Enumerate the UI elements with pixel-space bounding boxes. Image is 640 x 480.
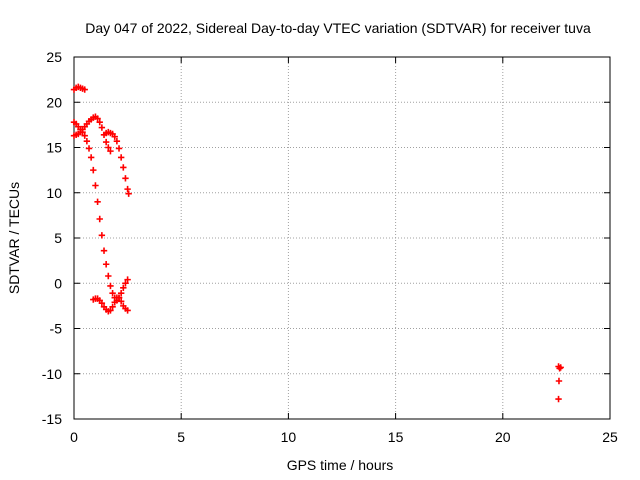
- data-point: [555, 377, 563, 385]
- x-tick-label: 20: [495, 429, 511, 445]
- data-point: [122, 175, 129, 182]
- data-point: [122, 280, 129, 287]
- data-point: [120, 284, 127, 291]
- chart-title: Day 047 of 2022, Sidereal Day-to-day VTE…: [85, 20, 591, 36]
- y-tick-label: -5: [50, 321, 63, 337]
- data-point: [85, 145, 93, 152]
- data-point: [111, 133, 118, 140]
- data-point: [117, 154, 125, 161]
- data-point: [107, 307, 114, 314]
- y-axis-label: SDTVAR / TECUs: [6, 182, 22, 294]
- data-point: [81, 86, 88, 93]
- x-axis-label: GPS time / hours: [287, 457, 394, 473]
- data-point: [120, 164, 127, 171]
- y-tick-label: -10: [42, 366, 62, 382]
- data-point: [109, 303, 116, 310]
- data-point: [124, 307, 131, 314]
- data-point: [83, 137, 91, 145]
- data-point: [81, 132, 88, 139]
- data-points: [70, 83, 564, 403]
- data-point: [105, 144, 112, 151]
- y-tick-label: 20: [46, 94, 62, 110]
- data-point: [107, 147, 114, 155]
- data-point: [96, 215, 103, 223]
- data-point: [92, 182, 99, 189]
- axis-ticks: [73, 56, 611, 420]
- data-point: [124, 276, 131, 283]
- x-tick-label: 10: [281, 429, 297, 445]
- data-point: [102, 261, 110, 268]
- data-point: [107, 282, 114, 290]
- data-point: [556, 365, 563, 372]
- data-point: [100, 247, 108, 254]
- data-point: [94, 198, 101, 205]
- data-point: [557, 364, 564, 371]
- y-tick-label: -15: [42, 411, 62, 427]
- data-point: [124, 185, 131, 193]
- x-tick-label: 25: [602, 429, 618, 445]
- data-point: [117, 298, 125, 305]
- x-tick-label: 5: [177, 429, 185, 445]
- data-point: [115, 294, 123, 301]
- data-point: [113, 137, 121, 145]
- data-point: [105, 272, 112, 280]
- y-tick-labels: -15 -10 -5 0 5 10 15 20 25: [42, 49, 62, 427]
- data-point: [98, 232, 106, 239]
- data-point: [109, 290, 116, 297]
- x-tick-label: 0: [70, 429, 78, 445]
- data-point: [115, 145, 123, 152]
- data-point: [102, 138, 110, 146]
- data-point: [125, 190, 132, 197]
- data-point: [98, 124, 106, 131]
- data-point: [87, 154, 95, 161]
- data-point: [96, 118, 103, 126]
- y-tick-label: 0: [54, 275, 62, 291]
- data-point: [555, 395, 562, 403]
- y-tick-label: 15: [46, 140, 62, 156]
- y-tick-label: 10: [46, 185, 62, 201]
- data-point: [94, 115, 101, 122]
- y-tick-label: 25: [46, 49, 62, 65]
- y-tick-label: 5: [54, 230, 62, 246]
- data-point: [111, 299, 118, 306]
- x-tick-label: 15: [388, 429, 404, 445]
- data-point: [98, 299, 106, 307]
- data-point: [117, 290, 125, 297]
- x-tick-labels: 0 5 10 15 20 25: [70, 429, 618, 445]
- data-point: [90, 166, 97, 174]
- grid: [74, 57, 610, 419]
